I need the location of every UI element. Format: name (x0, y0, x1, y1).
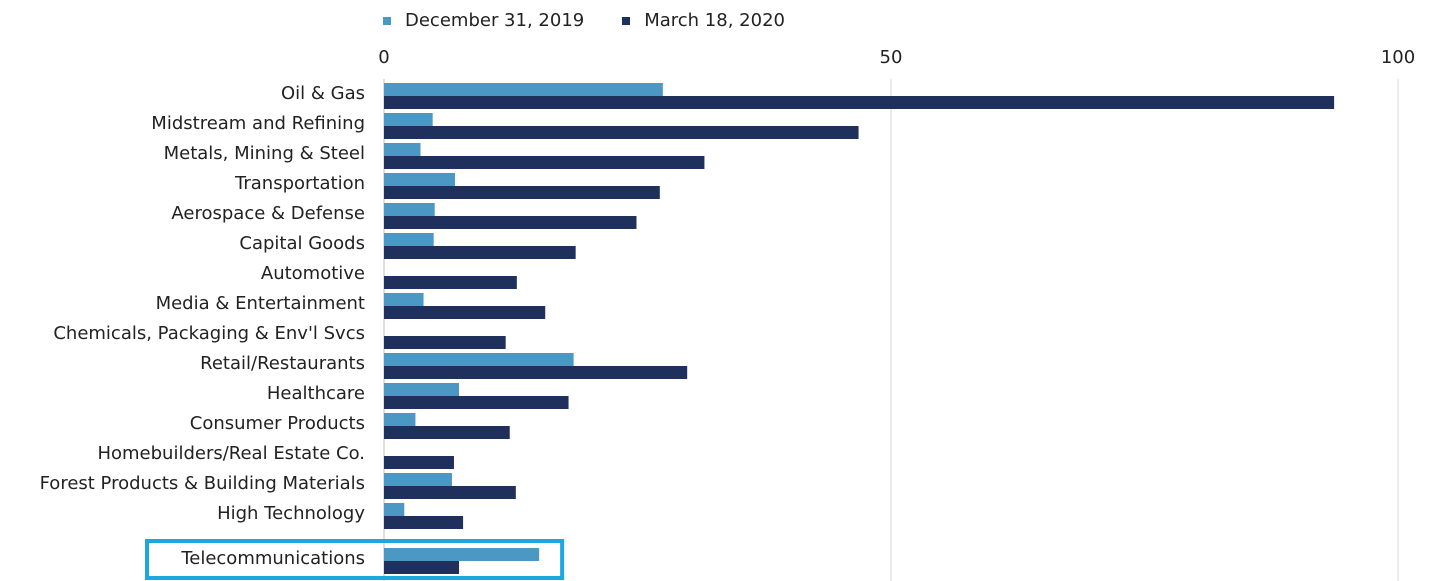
legend-swatch-march-18-2020 (622, 16, 631, 25)
bar-march-18-2020-capital-goods (384, 246, 576, 259)
legend-item-december-31-2019: December 31, 2019 (383, 10, 584, 31)
y-tick-label-transportation: Transportation (234, 173, 365, 194)
y-tick-label-healthcare: Healthcare (267, 383, 365, 404)
y-tick-label-metals-mining-and-steel: Metals, Mining & Steel (164, 143, 365, 164)
legend-item-march-18-2020: March 18, 2020 (622, 10, 785, 31)
bar-december-31-2019-aerospace-and-defense (384, 203, 435, 216)
legend-swatch-december-31-2019 (383, 16, 391, 25)
bar-march-18-2020-homebuilders-real-estate-co (384, 456, 454, 469)
bar-december-31-2019-high-technology (384, 503, 405, 516)
y-tick-label-capital-goods: Capital Goods (239, 233, 365, 254)
bar-march-18-2020-consumer-products (384, 426, 510, 439)
bar-march-18-2020-high-technology (384, 516, 464, 529)
bar-december-31-2019-media-and-entertainment (384, 293, 424, 306)
bar-march-18-2020-retail-restaurants (384, 366, 688, 379)
legend-label-december-31-2019: December 31, 2019 (405, 10, 585, 31)
legend: December 31, 2019 March 18, 2020 (383, 10, 785, 31)
bar-december-31-2019-forest-products-and-building-materials (384, 473, 452, 486)
x-tick-label-100: 100 (1381, 47, 1415, 68)
bar-march-18-2020-forest-products-and-building-materials (384, 486, 516, 499)
y-tick-label-aerospace-and-defense: Aerospace & Defense (171, 203, 365, 224)
x-tick-label-0: 0 (378, 47, 389, 68)
bar-december-31-2019-healthcare (384, 383, 460, 396)
y-tick-label-midstream-and-refining: Midstream and Refining (151, 113, 365, 134)
y-tick-label-homebuilders-real-estate-co: Homebuilders/Real Estate Co. (97, 443, 365, 464)
bar-december-31-2019-metals-mining-and-steel (384, 143, 421, 156)
x-tick-label-50: 50 (880, 47, 903, 68)
y-tick-label-media-and-entertainment: Media & Entertainment (156, 293, 365, 314)
bar-december-31-2019-oil-and-gas (384, 83, 663, 96)
y-tick-label-consumer-products: Consumer Products (190, 413, 365, 434)
y-tick-label-telecommunications: Telecommunications (180, 548, 365, 569)
y-tick-label-chemicals-packaging-and-env-l-svcs: Chemicals, Packaging & Env'l Svcs (53, 323, 365, 344)
y-tick-label-forest-products-and-building-materials: Forest Products & Building Materials (40, 473, 365, 494)
bar-march-18-2020-chemicals-packaging-and-env-l-svcs (384, 336, 506, 349)
bar-december-31-2019-retail-restaurants (384, 353, 574, 366)
bar-march-18-2020-automotive (384, 276, 517, 289)
bar-december-31-2019-transportation (384, 173, 455, 186)
bar-december-31-2019-capital-goods (384, 233, 434, 246)
y-tick-label-oil-and-gas: Oil & Gas (281, 83, 365, 104)
bar-march-18-2020-aerospace-and-defense (384, 216, 637, 229)
y-tick-label-high-technology: High Technology (217, 503, 365, 524)
bar-december-31-2019-midstream-and-refining (384, 113, 433, 126)
bar-march-18-2020-media-and-entertainment (384, 306, 546, 319)
y-tick-label-retail-restaurants: Retail/Restaurants (200, 353, 365, 374)
bar-march-18-2020-oil-and-gas (384, 96, 1335, 109)
bar-march-18-2020-transportation (384, 186, 660, 199)
y-tick-label-automotive: Automotive (261, 263, 365, 284)
bar-march-18-2020-metals-mining-and-steel (384, 156, 705, 169)
highlight-box-telecommunications (145, 539, 565, 580)
bar-december-31-2019-telecommunications (384, 548, 540, 561)
legend-label-march-18-2020: March 18, 2020 (644, 10, 785, 31)
bar-march-18-2020-midstream-and-refining (384, 126, 859, 139)
bar-march-18-2020-healthcare (384, 396, 569, 409)
bar-december-31-2019-consumer-products (384, 413, 416, 426)
bar-march-18-2020-telecommunications (384, 561, 460, 574)
